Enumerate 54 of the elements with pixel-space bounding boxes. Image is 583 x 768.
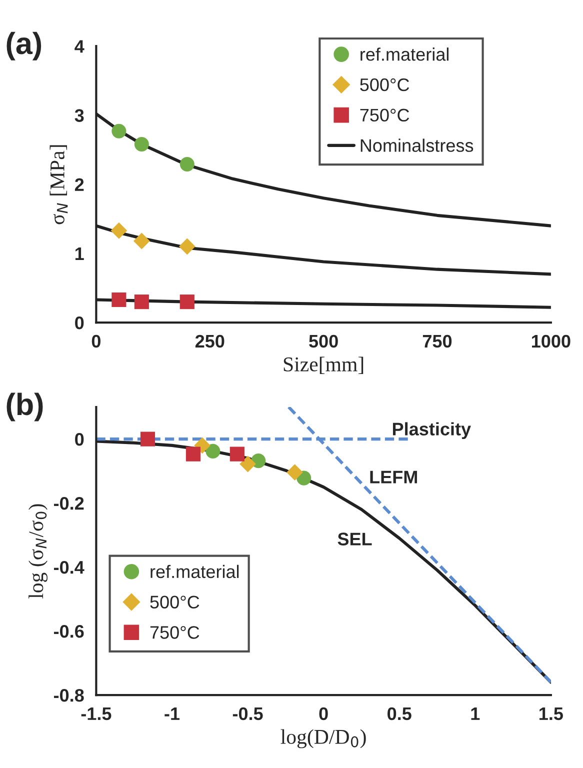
legend-label: 500°C <box>360 78 410 92</box>
y-tick-label: 0 <box>75 432 84 446</box>
y-tick-label: 2 <box>74 178 84 191</box>
annotation: Plasticity <box>392 422 471 440</box>
legend-label: ref.material <box>360 48 448 61</box>
x-tick-label: -1 <box>164 708 180 720</box>
point <box>112 124 126 138</box>
x-tick-label: 0 <box>92 334 100 348</box>
x-tick-label: 0.5 <box>388 707 412 720</box>
x-tick-label: 0 <box>319 707 328 720</box>
point <box>186 446 200 462</box>
point <box>133 232 150 250</box>
legend-label: 750°C <box>150 626 200 639</box>
y-tick-label: -0.4 <box>54 560 84 574</box>
x-axis-title: Size[mm] <box>284 356 364 374</box>
annotation: LEFM <box>370 470 417 484</box>
chart-title: (a) <box>6 32 42 60</box>
y-axis-title: σ$_{N}$ [MPa] <box>50 145 68 224</box>
x-axis-title: log(D/D$_{0}$) <box>280 729 366 748</box>
legend-label: 750°C <box>360 108 410 122</box>
y-tick-label: 0 <box>75 316 84 330</box>
point <box>178 238 196 255</box>
point <box>180 294 194 310</box>
point <box>140 432 156 446</box>
legend-label: ref.material <box>150 564 239 578</box>
legend-label: 500°C <box>150 596 200 608</box>
x-tick-label: -1.5 <box>81 708 112 720</box>
x-tick-label: -0.5 <box>232 707 263 720</box>
point <box>206 444 220 458</box>
annotation: SEL <box>338 532 372 546</box>
x-tick-label: 250 <box>195 334 224 348</box>
y-tick-label: -0.2 <box>54 496 84 510</box>
y-tick-label: 3 <box>74 109 84 122</box>
point <box>240 456 256 472</box>
point <box>112 292 126 308</box>
point <box>180 156 194 172</box>
y-tick-label: 4 <box>74 40 84 53</box>
x-tick-label: 1000 <box>532 334 570 348</box>
point <box>286 464 303 481</box>
y-tick-label: -0.6 <box>54 624 84 638</box>
point <box>110 222 128 239</box>
y-tick-label: 1 <box>75 248 84 260</box>
point <box>230 446 244 462</box>
x-tick-label: 1.5 <box>540 708 563 720</box>
point <box>134 294 149 310</box>
x-tick-label: 750 <box>422 334 452 348</box>
y-tick-label: -0.8 <box>54 688 84 702</box>
x-tick-label: 500 <box>309 334 338 348</box>
point <box>251 454 266 468</box>
x-tick-label: 1 <box>471 708 480 720</box>
y-axis-title: log (σ$_{N}$/σ$_{0}$) <box>28 504 48 599</box>
legend-label: Nominalstress <box>360 138 474 152</box>
chart-title: (b) <box>6 392 43 422</box>
point <box>134 136 149 152</box>
